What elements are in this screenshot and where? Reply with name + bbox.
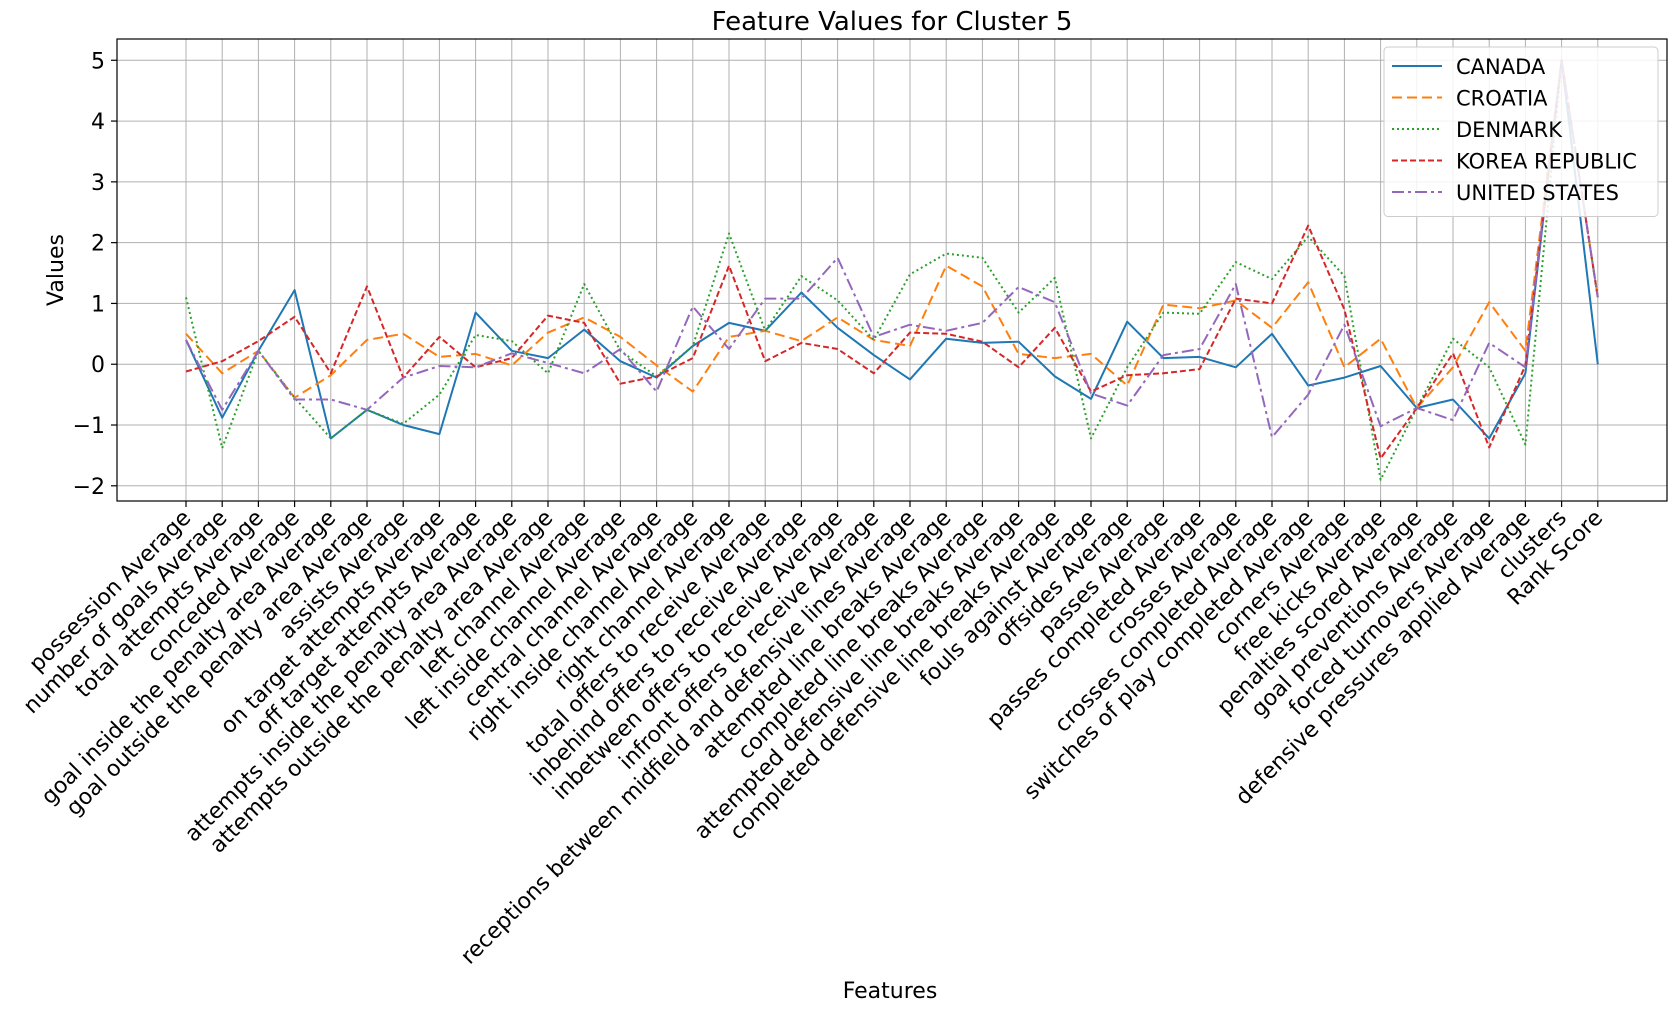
legend-label: CANADA — [1456, 55, 1546, 79]
y-tick-label: 4 — [91, 110, 105, 135]
series-line-united-states — [185, 59, 1599, 439]
series-layer — [185, 59, 1599, 481]
y-tick-label: 1 — [91, 292, 105, 317]
legend-label: CROATIA — [1456, 87, 1548, 111]
y-axis-ticks: −2 −1 0 1 2 3 4 5 — [73, 49, 117, 500]
series-line-canada — [185, 59, 1599, 440]
y-tick-label: 2 — [91, 232, 105, 257]
legend-label: KOREA REPUBLIC — [1456, 150, 1637, 174]
legend-label: DENMARK — [1456, 118, 1563, 142]
y-tick-label: 0 — [91, 353, 105, 378]
y-tick-label: −1 — [73, 414, 105, 439]
series-line-croatia — [185, 59, 1599, 409]
x-axis-label: Features — [843, 979, 938, 1004]
y-tick-label: −2 — [73, 475, 105, 500]
y-axis-label: Values — [44, 234, 69, 306]
series-line-korea-republic — [185, 59, 1599, 460]
y-tick-label: 3 — [91, 171, 105, 196]
series-line-denmark — [185, 59, 1599, 481]
legend-box — [1383, 46, 1659, 217]
y-tick-label: 5 — [91, 49, 105, 74]
chart-title: Feature Values for Cluster 5 — [712, 7, 1073, 37]
grid-layer — [117, 39, 1667, 501]
legend-label: UNITED STATES — [1456, 181, 1619, 205]
plot-frame — [116, 38, 1668, 502]
legend: CANADA CROATIA DENMARK KOREA REPUBLIC UNITED… — [1383, 46, 1659, 217]
